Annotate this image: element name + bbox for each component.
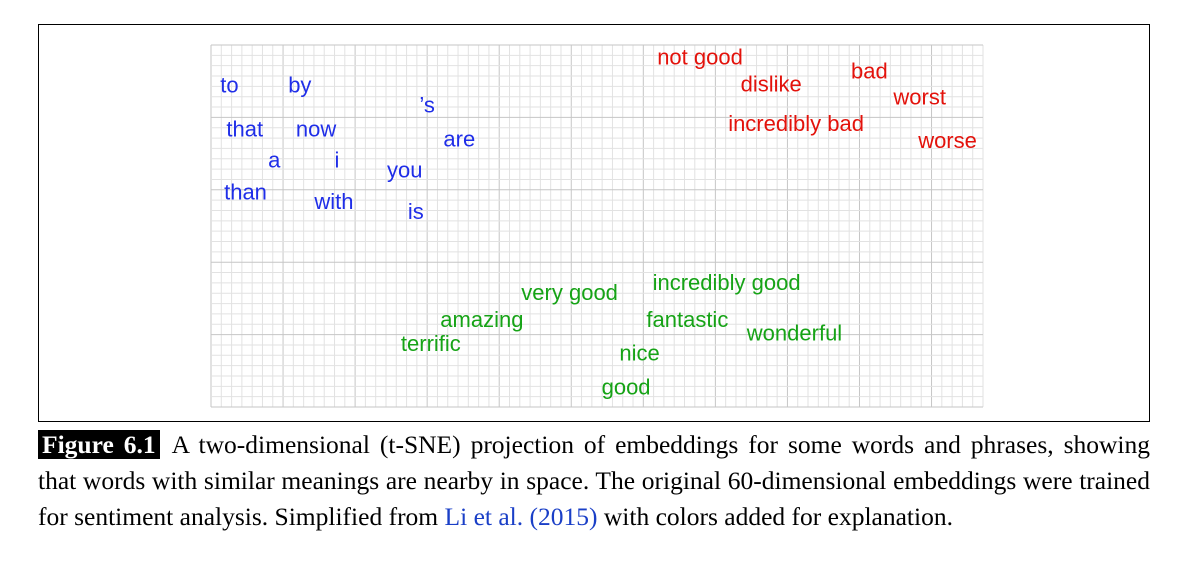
- word-label: are: [443, 126, 475, 151]
- citation-year-link[interactable]: (2015): [529, 502, 598, 531]
- tsne-scatter-plot: to by ’s that now are a i you than with is not good b…: [210, 44, 984, 408]
- caption-text-end: with colors added for explanation.: [597, 502, 953, 531]
- word-label: wonderful: [746, 320, 842, 345]
- caption-text: A two-dimensional (t-SNE) projection of …: [38, 430, 1150, 531]
- word-label: to: [220, 72, 238, 97]
- word-label: now: [296, 117, 336, 142]
- word-label: is: [408, 199, 424, 224]
- word-label: worst: [892, 85, 946, 110]
- citation-author-link[interactable]: Li et al.: [444, 502, 524, 531]
- word-label: ’s: [419, 93, 435, 118]
- word-label: very good: [521, 280, 618, 305]
- figure-caption: Figure 6.1 A two-dimensional (t-SNE) proj…: [38, 427, 1150, 535]
- word-label: by: [288, 72, 311, 97]
- figure-label: Figure 6.1: [38, 430, 160, 459]
- word-label: fantastic: [646, 307, 728, 332]
- plot-grid: [210, 44, 984, 408]
- word-labels: to by ’s that now are a i you than with is not good b…: [220, 45, 977, 400]
- figure-frame: to by ’s that now are a i you than with is not good b…: [38, 24, 1150, 422]
- word-label: not good: [657, 45, 743, 70]
- word-label: terrific: [401, 331, 461, 356]
- word-label: bad: [851, 59, 888, 84]
- word-label: worse: [917, 128, 977, 153]
- word-label: you: [387, 158, 422, 183]
- word-label: incredibly good: [653, 270, 801, 295]
- word-label: amazing: [440, 307, 523, 332]
- word-label: with: [313, 189, 353, 214]
- word-label: incredibly bad: [728, 111, 864, 136]
- word-label: that: [226, 117, 263, 142]
- word-label: a: [268, 148, 281, 173]
- word-label: i: [335, 148, 340, 173]
- word-label: than: [224, 180, 267, 205]
- word-label: good: [602, 374, 651, 399]
- word-label: nice: [619, 340, 659, 365]
- word-label: dislike: [741, 71, 802, 96]
